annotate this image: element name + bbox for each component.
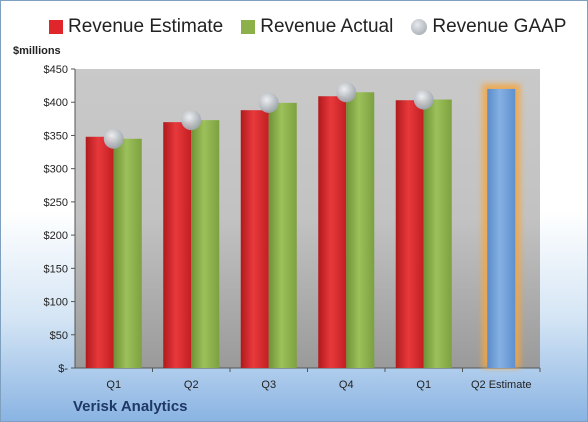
bar-revenue-estimate	[240, 110, 269, 368]
y-axis-label: $millions	[13, 45, 61, 57]
x-tick-label: Q4	[339, 379, 354, 391]
legend-label-revenue-actual: Revenue Actual	[260, 16, 394, 37]
point-revenue-gaap	[181, 110, 202, 131]
x-tick-label: Q1	[106, 379, 121, 391]
bar-revenue-estimate	[318, 96, 347, 369]
y-tick-label: $200	[44, 230, 68, 242]
point-revenue-gaap	[336, 82, 357, 103]
y-tick-label: $150	[44, 263, 68, 275]
legend-item-revenue-gaap: Revenue GAAP	[411, 16, 566, 38]
y-tick-label: $450	[44, 64, 68, 76]
legend-item-revenue-estimate: Revenue Estimate	[49, 16, 223, 38]
bar-revenue-estimate	[85, 136, 114, 368]
bar-revenue-actual	[268, 102, 297, 369]
legend-swatch-revenue-gaap	[411, 19, 428, 35]
bar-revenue-estimate	[395, 100, 424, 369]
bar-q2-estimate	[487, 88, 516, 368]
plot-area	[75, 69, 540, 368]
x-tick-label: Q3	[261, 379, 276, 391]
bar-revenue-actual	[113, 138, 142, 368]
bar-revenue-estimate	[163, 122, 192, 369]
y-tick-label: $300	[44, 164, 68, 176]
y-tick-label: $100	[44, 297, 68, 309]
company-name: Verisk Analytics	[73, 398, 188, 415]
legend-label-revenue-estimate: Revenue Estimate	[68, 16, 224, 37]
legend-swatch-revenue-estimate	[49, 20, 63, 34]
chart-legend: Revenue Estimate Revenue Actual Revenue …	[49, 16, 584, 38]
y-tick-label: $350	[44, 130, 68, 142]
point-revenue-gaap	[258, 92, 279, 113]
legend-swatch-revenue-actual	[241, 20, 256, 34]
point-revenue-gaap	[103, 128, 124, 149]
bar-revenue-actual	[346, 92, 375, 368]
x-tick-label: Q2 Estimate	[471, 379, 532, 391]
y-tick-label: $50	[50, 330, 68, 342]
y-tick-label: $-	[58, 363, 68, 375]
bar-revenue-actual	[423, 99, 452, 368]
y-tick-label: $400	[44, 97, 68, 109]
x-tick-label: Q1	[416, 379, 431, 391]
legend-label-revenue-gaap: Revenue GAAP	[432, 16, 567, 37]
point-revenue-gaap	[413, 89, 434, 110]
legend-item-revenue-actual: Revenue Actual	[241, 16, 393, 38]
x-tick-label: Q2	[184, 379, 199, 391]
y-tick-label: $250	[44, 197, 68, 209]
bar-revenue-actual	[191, 120, 220, 368]
